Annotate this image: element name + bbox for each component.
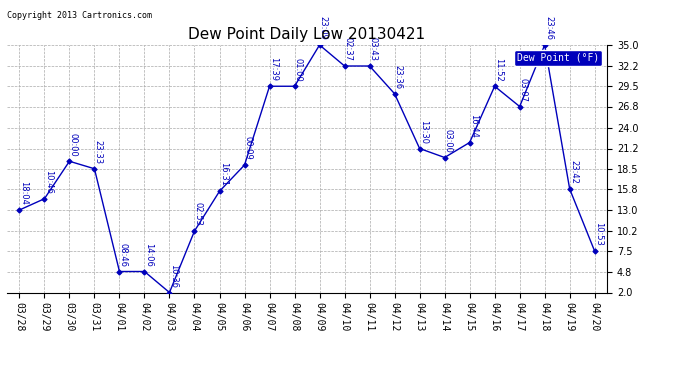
- Text: 10:53: 10:53: [594, 222, 603, 246]
- Text: 08:46: 08:46: [119, 243, 128, 267]
- Point: [139, 268, 150, 274]
- Point: [289, 83, 300, 89]
- Text: 10:46: 10:46: [43, 170, 52, 194]
- Point: [464, 140, 475, 146]
- Point: [564, 186, 575, 192]
- Point: [514, 104, 525, 110]
- Text: 01:00: 01:00: [294, 57, 303, 81]
- Text: 23:42: 23:42: [569, 160, 578, 184]
- Point: [239, 162, 250, 168]
- Text: 23:33: 23:33: [94, 140, 103, 164]
- Text: 17:39: 17:39: [269, 57, 278, 81]
- Point: [339, 63, 350, 69]
- Text: 03:07: 03:07: [519, 78, 528, 102]
- Text: 10:36: 10:36: [169, 264, 178, 288]
- Text: 16:31: 16:31: [219, 162, 228, 186]
- Text: 23:46: 23:46: [544, 16, 553, 40]
- Point: [164, 290, 175, 296]
- Text: 11:52: 11:52: [494, 57, 503, 81]
- Text: 00:09: 00:09: [244, 136, 253, 160]
- Text: 03:43: 03:43: [369, 37, 378, 61]
- Point: [314, 42, 325, 48]
- Text: 02:53: 02:53: [194, 202, 203, 226]
- Point: [489, 83, 500, 89]
- Point: [589, 248, 600, 254]
- Point: [189, 228, 200, 234]
- Text: 14:06: 14:06: [144, 243, 152, 267]
- Legend: Dew Point (°F): Dew Point (°F): [514, 50, 602, 66]
- Text: 13:30: 13:30: [419, 120, 428, 144]
- Point: [89, 166, 100, 172]
- Point: [539, 42, 550, 48]
- Text: 16:44: 16:44: [469, 114, 478, 138]
- Text: 18:04: 18:04: [19, 181, 28, 205]
- Text: 23:36: 23:36: [394, 64, 403, 89]
- Point: [214, 188, 225, 194]
- Point: [264, 83, 275, 89]
- Point: [439, 154, 450, 160]
- Text: Copyright 2013 Cartronics.com: Copyright 2013 Cartronics.com: [7, 11, 152, 20]
- Point: [64, 158, 75, 164]
- Point: [14, 207, 25, 213]
- Title: Dew Point Daily Low 20130421: Dew Point Daily Low 20130421: [188, 27, 426, 42]
- Point: [364, 63, 375, 69]
- Text: 00:00: 00:00: [69, 132, 78, 156]
- Point: [389, 91, 400, 97]
- Point: [39, 196, 50, 202]
- Text: 03:00: 03:00: [444, 129, 453, 153]
- Point: [414, 146, 425, 152]
- Text: 02:37: 02:37: [344, 37, 353, 61]
- Text: 23:09: 23:09: [319, 16, 328, 40]
- Point: [114, 268, 125, 274]
